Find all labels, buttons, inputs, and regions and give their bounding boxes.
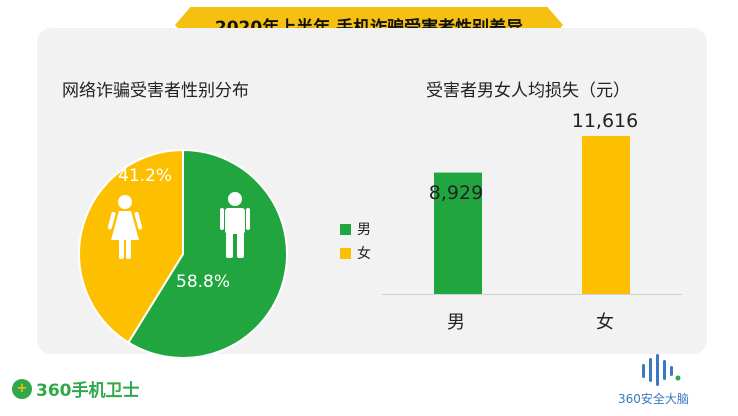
bar-value-male: 8,929 — [428, 182, 484, 204]
bar-value-female: 11,616 — [571, 110, 639, 132]
bar-category-male: 男 — [447, 312, 465, 333]
bar-category-female: 女 — [596, 312, 614, 333]
legend-swatch-female — [340, 247, 351, 259]
legend-item-female: 女 — [340, 243, 371, 263]
brain-waveform-icon — [642, 354, 681, 386]
legend-label-male: 男 — [357, 222, 371, 238]
female-person-icon — [107, 195, 143, 259]
shield-plus-icon: + — [12, 378, 32, 399]
logo-360-security-brain: 360安全大脑 — [618, 352, 718, 412]
male-percent-label: 58.8% — [176, 272, 231, 292]
pie-chart — [78, 148, 288, 359]
bar-chart — [382, 136, 682, 295]
female-percent-label: 41.2% — [118, 166, 173, 186]
logo-security-brain-text: 360安全大脑 — [618, 392, 689, 406]
bar-male — [434, 172, 482, 294]
legend-swatch-male — [340, 223, 351, 235]
legend-label-female: 女 — [357, 246, 371, 262]
bar-female — [582, 136, 630, 294]
pie-slice-female — [78, 148, 184, 344]
logo-360-mobile-guard: + 360手机卫士 — [12, 376, 140, 401]
bar-chart-title: 受害者男女人均损失（元） — [426, 81, 630, 101]
pie-chart-title: 网络诈骗受害者性别分布 — [62, 81, 249, 101]
male-person-icon — [220, 192, 250, 258]
legend-item-male: 男 — [340, 219, 371, 239]
pie-slice-male — [127, 148, 288, 359]
logo-360-text: 360手机卫士 — [36, 381, 140, 401]
